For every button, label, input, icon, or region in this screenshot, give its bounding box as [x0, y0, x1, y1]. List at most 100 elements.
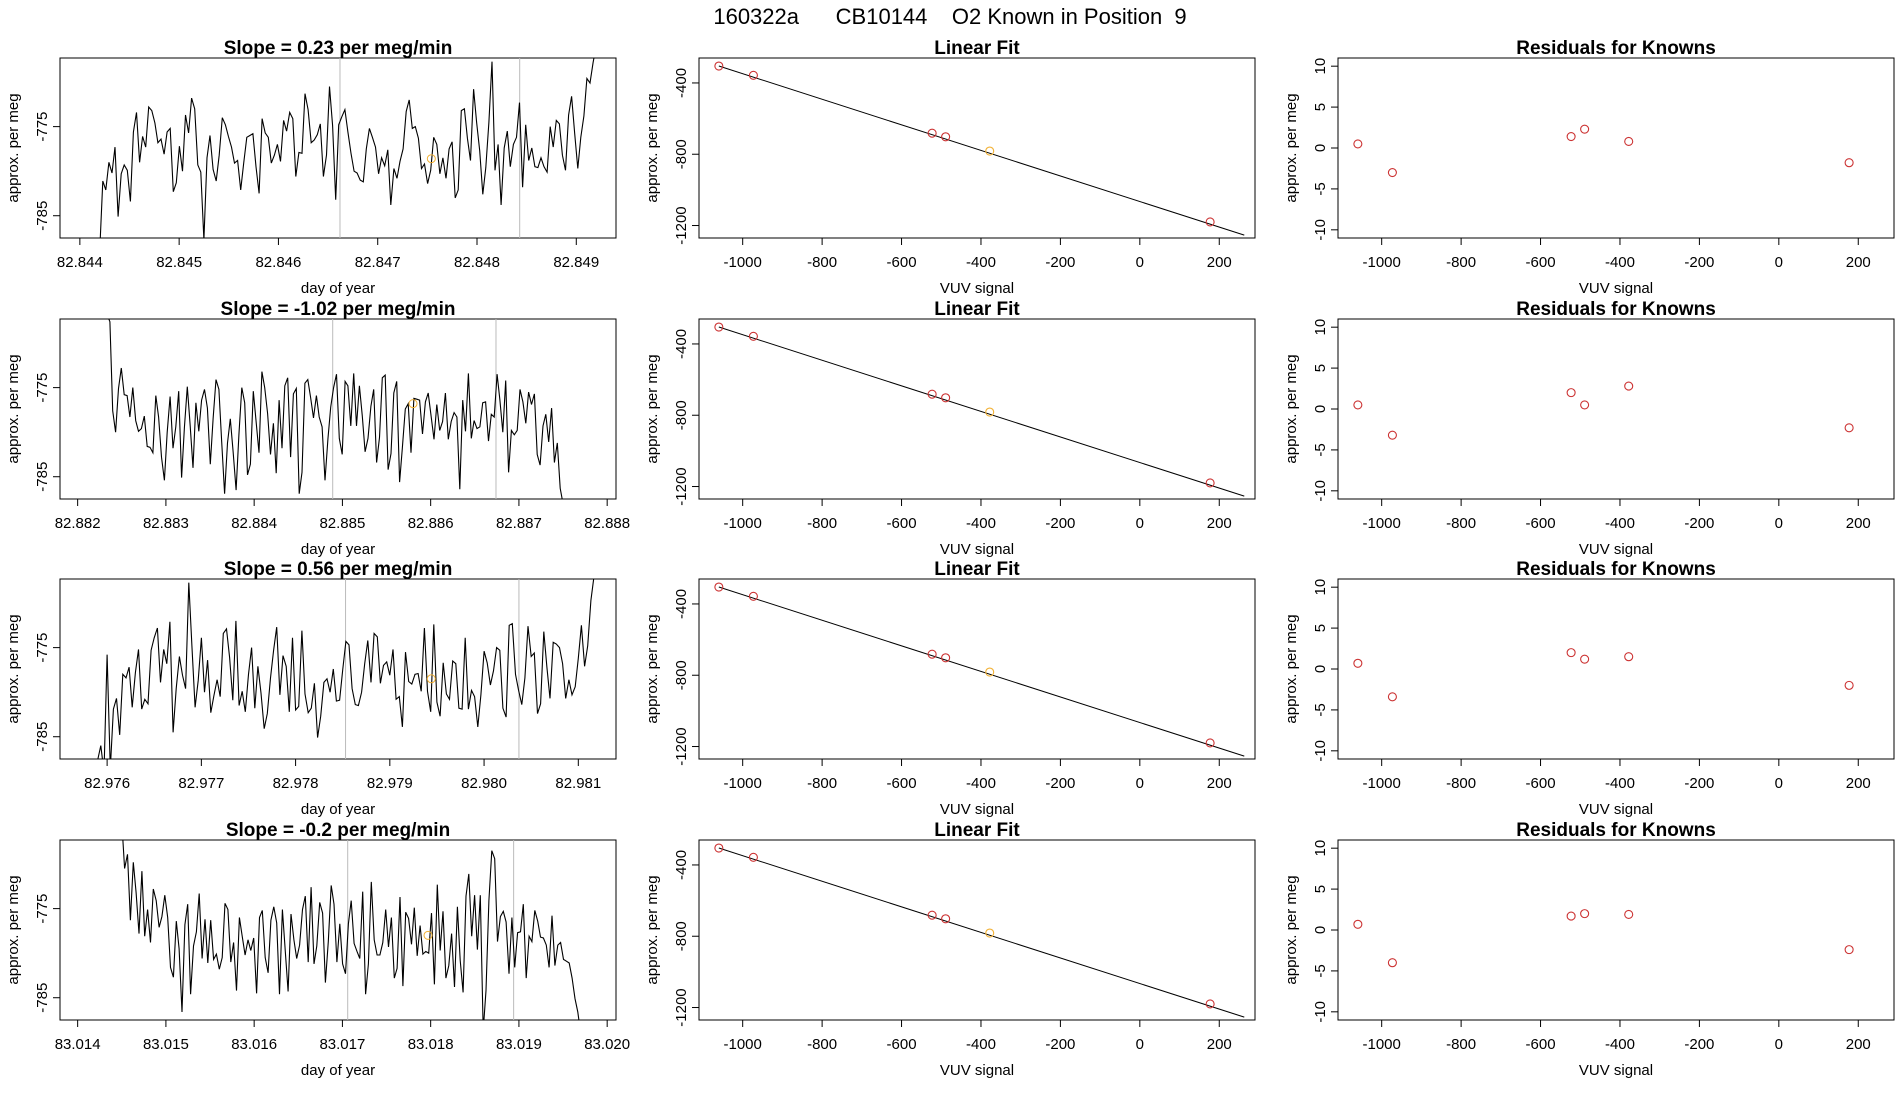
y-tick-label: -5 — [1312, 703, 1329, 716]
x-tick-label: -800 — [1446, 1036, 1476, 1053]
x-tick-label: 82.978 — [273, 775, 319, 792]
plot-area — [1353, 648, 1854, 702]
plot-frame — [698, 578, 1256, 760]
x-tick-label: -800 — [807, 515, 837, 532]
y-tick-label: -775 — [34, 894, 51, 924]
fit-panel: Linear Fit VUV signal approx. per meg -1000… — [644, 38, 1256, 297]
plot-frame — [698, 57, 1256, 239]
series-line — [122, 840, 580, 1020]
x-tick-label: 200 — [1207, 775, 1232, 792]
panel-title: Slope = -1.02 per meg/min — [221, 299, 456, 320]
x-tick-label: -600 — [887, 515, 917, 532]
x-tick-label: -200 — [1045, 775, 1075, 792]
panel-title: Linear Fit — [934, 559, 1020, 580]
y-tick-label: -10 — [1312, 219, 1329, 241]
panel-title: Residuals for Knowns — [1516, 38, 1716, 59]
residuals-panel: Residuals for Knowns VUV signal approx. pe… — [1283, 559, 1895, 818]
y-axis-label: approx. per meg — [5, 93, 22, 202]
y-axis-label: approx. per meg — [1283, 875, 1300, 984]
data-point — [941, 914, 951, 924]
y-tick-label: -775 — [34, 633, 51, 663]
data-point — [1844, 945, 1854, 955]
x-axis-label: VUV signal — [940, 280, 1014, 297]
plot-area — [1353, 381, 1854, 440]
x-tick-label: 200 — [1846, 254, 1871, 271]
y-tick-label: -775 — [34, 112, 51, 142]
y-tick-label: -800 — [673, 400, 690, 430]
y-tick-label: -785 — [34, 983, 51, 1013]
plot-area — [714, 582, 1245, 757]
data-point — [748, 70, 758, 80]
data-point — [1205, 217, 1215, 227]
x-tick-label: 82.847 — [355, 254, 401, 271]
y-axis-label: approx. per meg — [644, 354, 661, 463]
x-axis-label: day of year — [301, 280, 375, 297]
y-tick-label: -400 — [673, 589, 690, 619]
plot-frame — [1337, 57, 1895, 239]
data-point — [714, 61, 724, 71]
y-axis-label: approx. per meg — [5, 875, 22, 984]
data-point — [1624, 909, 1634, 920]
plot-frame — [1337, 839, 1895, 1021]
data-point — [1580, 124, 1590, 134]
y-tick-label: -785 — [34, 462, 51, 492]
data-point — [714, 582, 724, 592]
x-tick-label: -400 — [966, 775, 996, 792]
x-tick-label: -200 — [1684, 775, 1714, 792]
x-tick-label: -400 — [1605, 1036, 1635, 1053]
plot-area — [714, 322, 1245, 497]
y-tick-label: -5 — [1312, 182, 1329, 195]
x-tick-label: -1000 — [723, 254, 761, 271]
y-tick-label: -400 — [673, 68, 690, 98]
x-tick-label: -800 — [1446, 515, 1476, 532]
x-tick-label: -400 — [966, 254, 996, 271]
plot-area — [97, 579, 595, 759]
residuals-panel: Residuals for Knowns VUV signal approx. pe… — [1283, 820, 1895, 1079]
series-line — [97, 579, 595, 759]
time-panel: Slope = 0.23 per meg/min day of year appro… — [5, 38, 617, 297]
panel-title: Slope = 0.23 per meg/min — [224, 38, 453, 59]
panel-title: Linear Fit — [934, 38, 1020, 59]
x-axis-label: VUV signal — [940, 1062, 1014, 1079]
y-axis-label: approx. per meg — [1283, 614, 1300, 723]
mean-marker — [426, 674, 436, 684]
fit-line — [718, 326, 1245, 497]
plot-frame — [59, 578, 617, 760]
x-tick-label: -1000 — [723, 775, 761, 792]
y-tick-label: -800 — [673, 660, 690, 690]
data-point — [1624, 136, 1634, 147]
series-line — [99, 58, 595, 238]
x-tick-label: 82.884 — [231, 515, 277, 532]
data-point — [1205, 738, 1215, 748]
x-tick-label: 0 — [1136, 775, 1144, 792]
data-point — [927, 649, 937, 659]
x-tick-label: 200 — [1846, 515, 1871, 532]
mean-marker — [426, 154, 436, 164]
y-tick-label: -1200 — [673, 206, 690, 244]
x-tick-label: 82.883 — [143, 515, 189, 532]
data-point — [1387, 430, 1397, 440]
series-line — [108, 319, 563, 499]
y-tick-label: 10 — [1312, 58, 1329, 75]
y-axis-label: approx. per meg — [644, 93, 661, 202]
x-axis-label: day of year — [301, 541, 375, 558]
plot-area — [99, 58, 595, 238]
data-point — [1566, 388, 1576, 398]
x-tick-label: -800 — [1446, 775, 1476, 792]
x-tick-label: -800 — [807, 1036, 837, 1053]
x-tick-label: 82.845 — [156, 254, 202, 271]
fit-line — [718, 65, 1245, 236]
mean-marker — [423, 930, 433, 940]
x-tick-label: 82.888 — [584, 515, 630, 532]
x-tick-label: 200 — [1846, 1036, 1871, 1053]
data-point — [1387, 958, 1397, 968]
data-point — [941, 132, 951, 142]
data-point — [941, 653, 951, 663]
panel-title: Residuals for Knowns — [1516, 299, 1716, 320]
y-tick-label: 5 — [1312, 103, 1329, 111]
x-tick-label: 0 — [1136, 515, 1144, 532]
residuals-panel: Residuals for Knowns VUV signal approx. pe… — [1283, 299, 1895, 558]
y-tick-label: -5 — [1312, 443, 1329, 456]
data-point — [714, 322, 724, 332]
